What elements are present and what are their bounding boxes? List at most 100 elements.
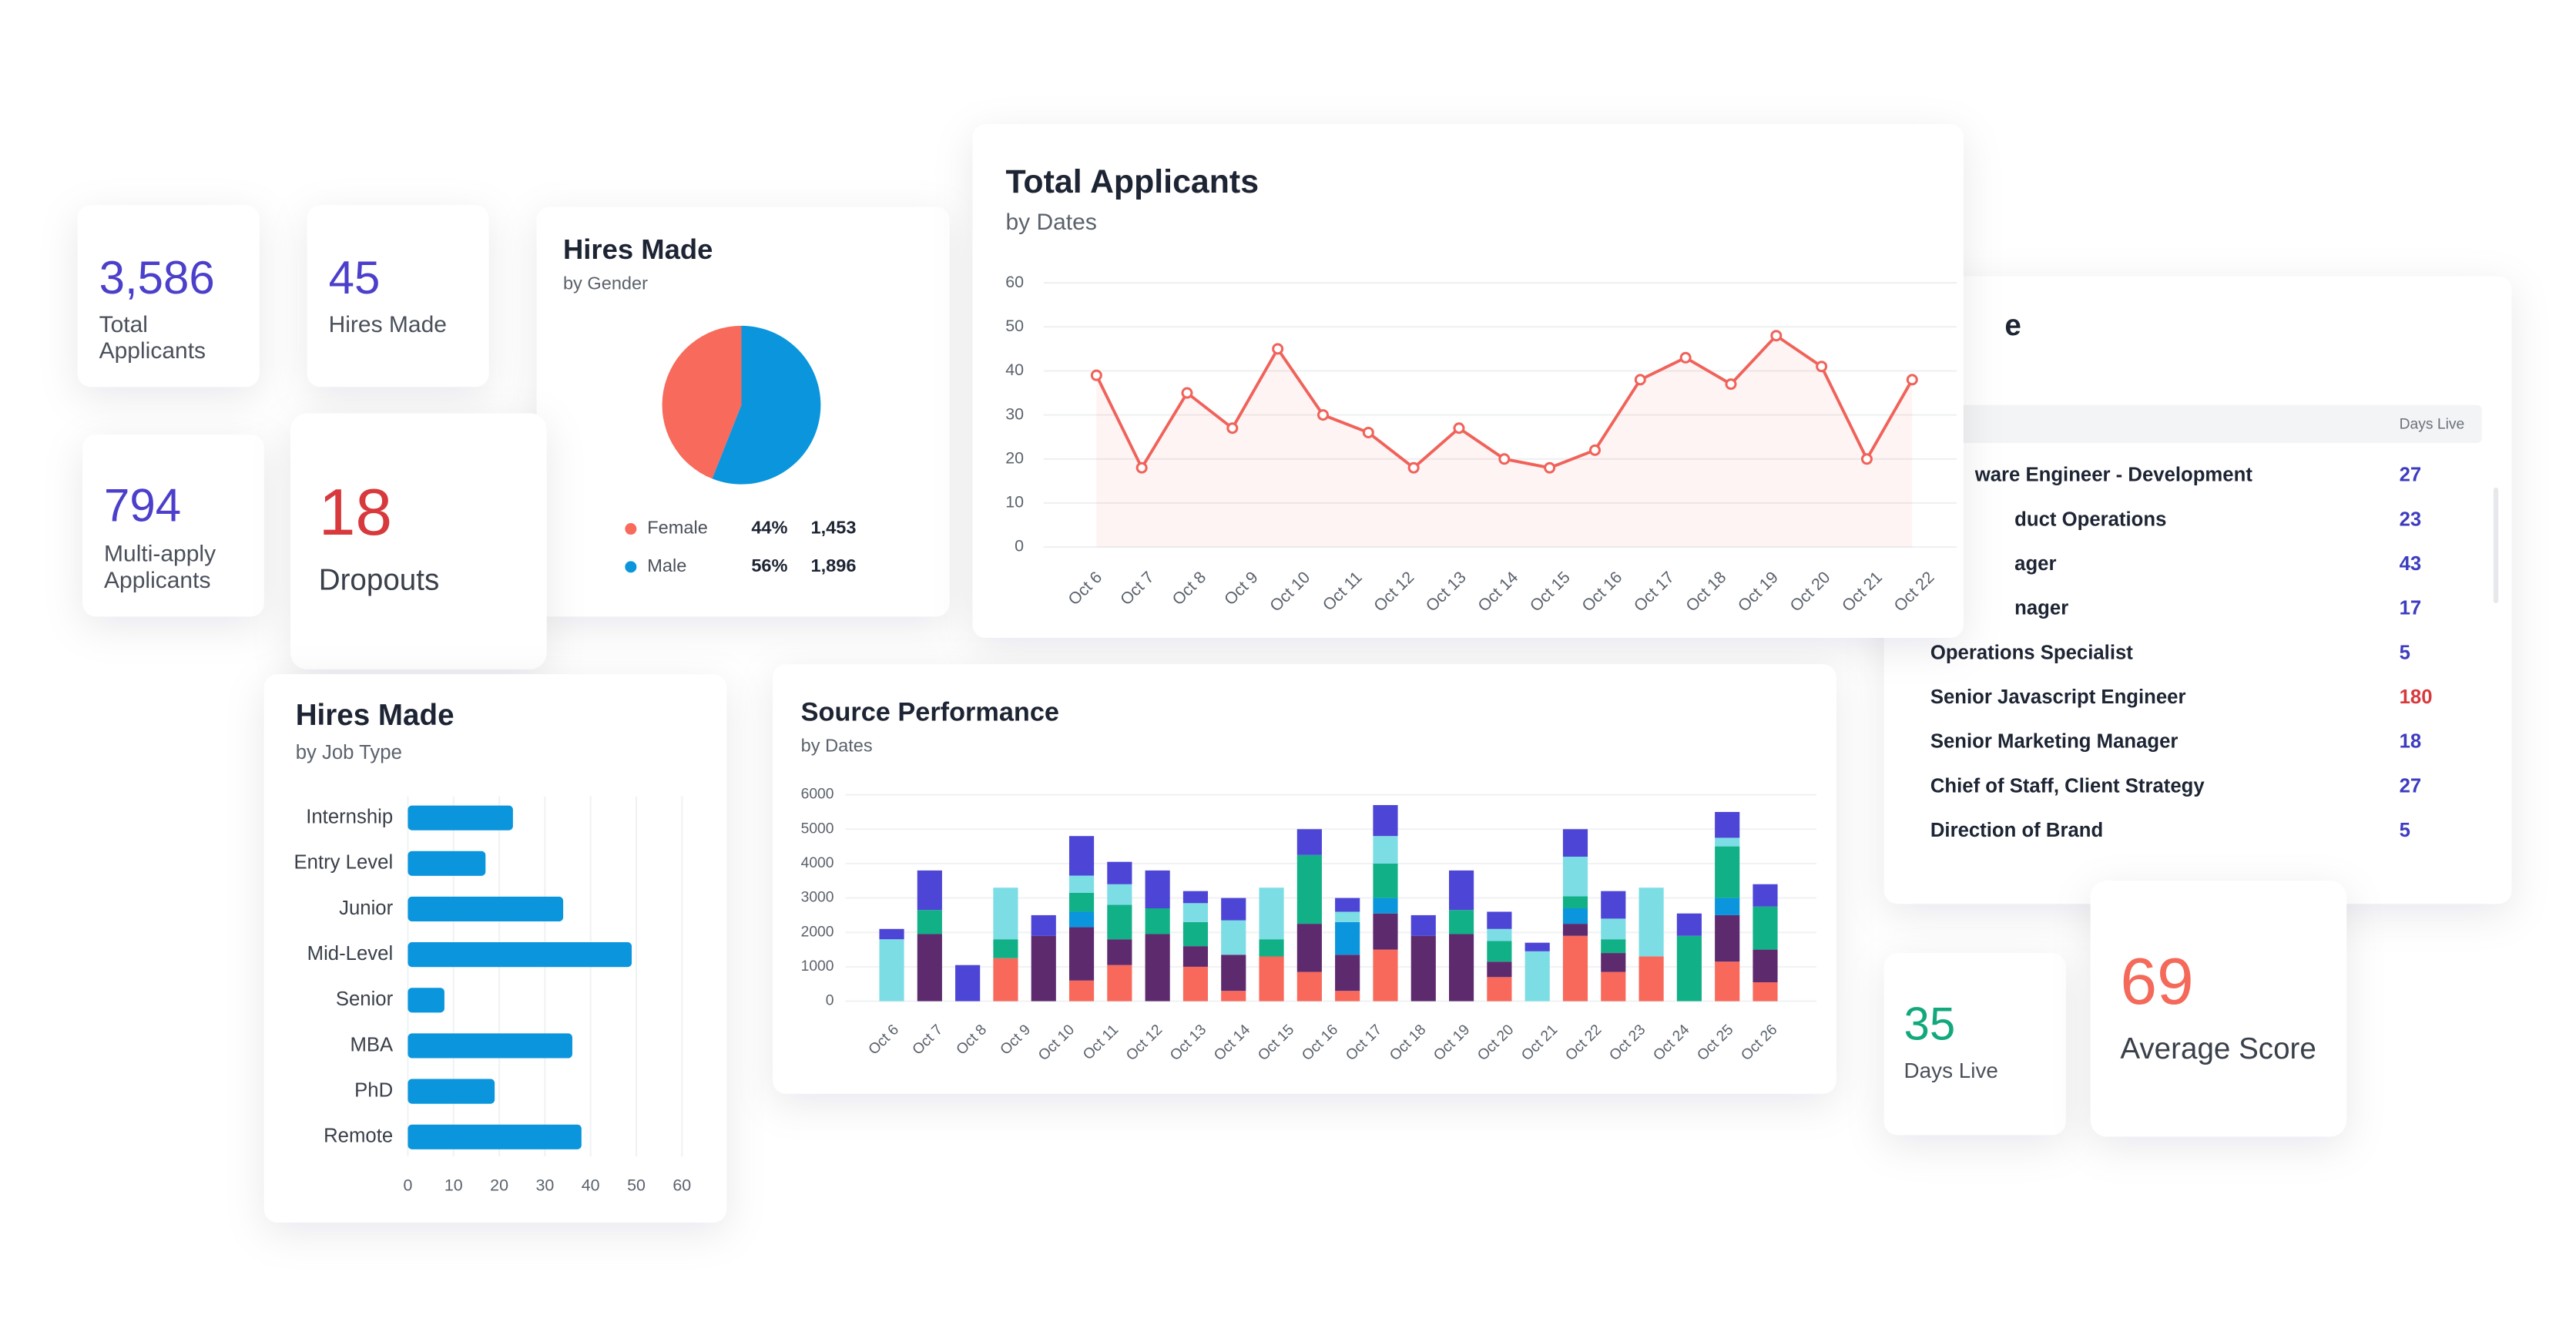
bar-segment (1487, 911, 1512, 929)
bar-segment (1145, 908, 1170, 934)
job-name: ager (2014, 553, 2056, 575)
bar-segment (1107, 904, 1132, 940)
bar-segment (1068, 927, 1095, 981)
point (1498, 453, 1511, 465)
days-live: 180 (2400, 686, 2433, 708)
y-tick-label: Senior (336, 988, 394, 1010)
x-tick-label: 20 (490, 1176, 508, 1194)
kpi-label: Multi-apply (104, 542, 216, 567)
bar-segment (1562, 829, 1588, 857)
kpi-label: Days Live (1904, 1059, 1998, 1082)
bar-segment (1031, 935, 1056, 1002)
job-name: Senior Javascript Engineer (1930, 686, 2186, 708)
y-tick-label: Entry Level (294, 852, 394, 874)
y-tick-label: 0 (1015, 537, 1024, 555)
table-title: e (2004, 309, 2021, 342)
y-tick-label: 40 (1005, 361, 1024, 379)
days-live: 5 (2400, 820, 2410, 841)
bar (408, 988, 444, 1013)
bar-segment (1449, 870, 1474, 911)
kpi-value: 69 (2120, 945, 2193, 1018)
bar-segment (1107, 939, 1132, 965)
bar-segment (1145, 934, 1170, 1002)
bar-segment (1182, 891, 1209, 904)
hbar-card: Hires Made by Job Type 0 10 20 30 40 50 60 Inte… (263, 674, 727, 1223)
kpi-hires-made: 45 Hires Made (307, 205, 489, 388)
days-live: 27 (2400, 465, 2422, 486)
bar-segment (1068, 875, 1095, 893)
bar (408, 942, 632, 968)
bar-segment (917, 910, 942, 934)
kpi-average-score: 69 Average Score (2090, 881, 2347, 1137)
bar-segment (1487, 928, 1512, 941)
bar-segment (1487, 977, 1512, 1002)
point (1362, 426, 1374, 438)
bar-segment (1753, 906, 1778, 950)
bar-segment (1487, 961, 1512, 978)
point (1453, 422, 1465, 435)
y-tick-label: 50 (1005, 317, 1024, 335)
chart-subtitle: by Job Type (296, 742, 402, 763)
x-tick-label: 50 (627, 1176, 646, 1194)
bar-segment (1259, 939, 1284, 957)
count-label: 1,453 (811, 518, 857, 538)
pie-slice (712, 325, 821, 485)
bar-segment (1107, 965, 1132, 1002)
pie-slice (662, 325, 742, 479)
y-tick-label: 5000 (801, 820, 834, 837)
bar-segment (1068, 836, 1095, 876)
chart-title: Hires Made (563, 233, 713, 265)
bar-segment (1296, 971, 1322, 1002)
legend-label: Male (647, 555, 686, 575)
chart-title: Hires Made (296, 699, 454, 732)
y-tick-label: 3000 (801, 890, 834, 906)
bar-segment (917, 870, 942, 911)
bar-segment (1145, 870, 1170, 909)
point (1725, 378, 1737, 391)
days-live: 5 (2400, 642, 2410, 663)
bar-segment (1753, 949, 1778, 983)
y-tick-label: 1000 (801, 958, 834, 975)
bar-segment (1107, 861, 1132, 884)
point (1226, 422, 1239, 435)
kpi-dropouts: 18 Dropouts (290, 413, 547, 669)
bar-segment (1221, 898, 1246, 921)
point (1634, 374, 1646, 386)
bar-segment (1753, 884, 1778, 907)
bar-segment (1562, 857, 1588, 897)
point (1860, 453, 1873, 465)
bar-segment (1335, 955, 1360, 991)
point (1272, 343, 1284, 355)
bar-segment (879, 939, 904, 1002)
bar-segment (1221, 991, 1246, 1002)
days-live: 27 (2400, 775, 2422, 797)
job-name: nager (2014, 598, 2068, 619)
point (1317, 409, 1329, 421)
bar-segment (1296, 854, 1322, 924)
job-name: duct Operations (2014, 508, 2166, 530)
bar-segment (1676, 935, 1702, 1002)
bar-segment (1410, 935, 1436, 1002)
card (307, 205, 489, 388)
bar-segment (917, 934, 942, 1002)
bar-segment (1068, 911, 1095, 928)
point (1544, 461, 1556, 474)
y-tick-label: 6000 (801, 787, 834, 803)
bar (408, 805, 513, 830)
bar-segment (1715, 898, 1740, 915)
legend-label: Female (647, 518, 708, 538)
bar-segment (1715, 811, 1740, 838)
y-tick-label: 0 (826, 993, 834, 1009)
bar-segment (1639, 956, 1664, 1002)
bar-segment (1715, 837, 1740, 847)
bar (408, 1033, 572, 1059)
job-name: Senior Marketing Manager (1930, 731, 2179, 753)
bar-segment (1410, 914, 1436, 936)
kpi-label: Total (99, 312, 148, 337)
line-card: Total Applicants by Dates 0102030405060O… (972, 124, 1964, 638)
bar-segment (1335, 911, 1360, 922)
bar (408, 1124, 582, 1149)
stacked-card: Source Performance by Dates 0 1000 2000 300… (773, 664, 1836, 1094)
bar-segment (1182, 946, 1209, 967)
point (1679, 351, 1692, 364)
